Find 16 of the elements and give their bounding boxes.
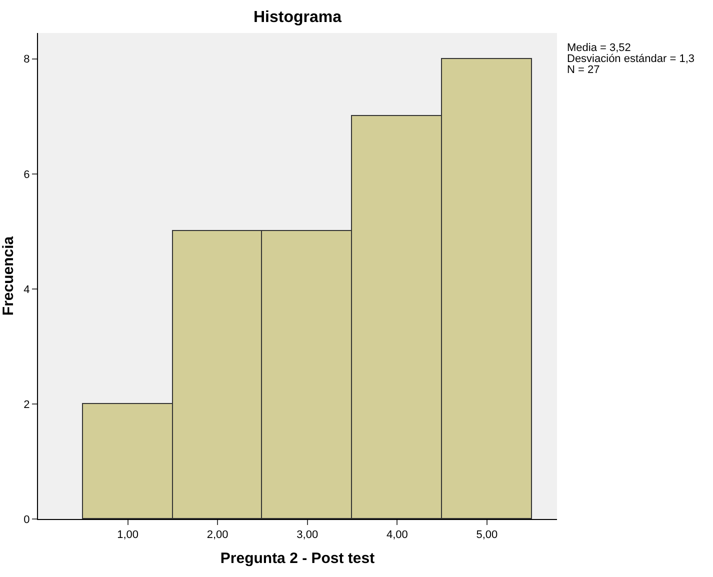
x-tick-label: 3,00 xyxy=(296,529,318,542)
chart-title: Histograma xyxy=(253,9,342,26)
x-tick-label: 5,00 xyxy=(476,529,498,542)
text: Desviación estándar = 1,3 xyxy=(567,53,694,65)
x-tick-label: 2,00 xyxy=(206,529,228,542)
y-axis-title: Frecuencia xyxy=(0,236,17,316)
y-tick-label: 2 xyxy=(24,398,30,411)
text: N = 27 xyxy=(567,64,600,76)
text: Media = 3,52 xyxy=(567,42,631,54)
y-tick-label: 8 xyxy=(24,54,30,66)
y-tick-label: 0 xyxy=(24,514,30,526)
x-tick-label: 1,00 xyxy=(117,529,138,542)
x-axis-title: Pregunta 2 - Post test xyxy=(220,550,375,568)
x-tick-label: 4,00 xyxy=(386,529,408,542)
y-tick-label: 4 xyxy=(24,284,30,296)
y-tick-label: 6 xyxy=(24,168,30,181)
